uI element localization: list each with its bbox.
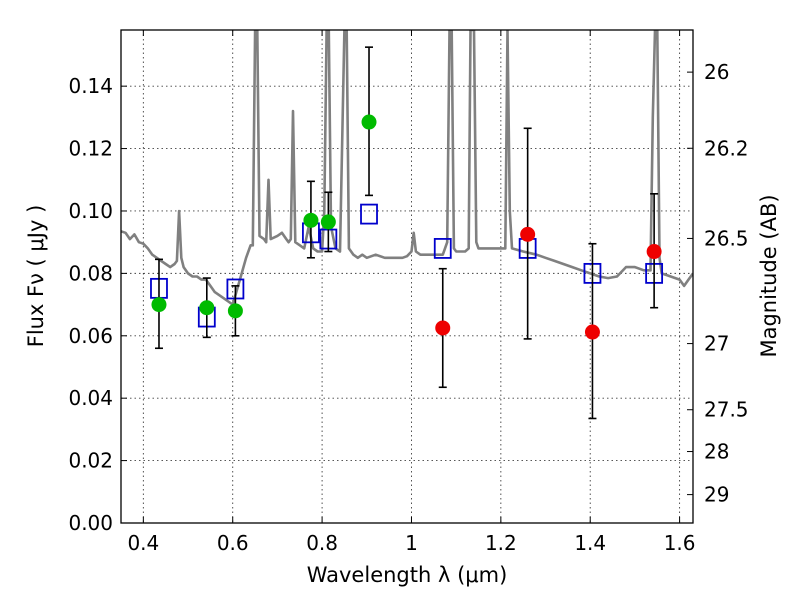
right-tick-label: 27.5 — [704, 398, 749, 422]
observed-point-green — [303, 212, 319, 228]
y-axis-label: Flux Fν ( μJy ) — [24, 205, 48, 348]
x-axis-label: Wavelength λ (μm) — [307, 563, 508, 587]
y-tick-label: 0.06 — [68, 324, 113, 348]
y-tick-label: 0.00 — [68, 511, 113, 535]
plot-background — [121, 30, 693, 523]
model-point-square — [360, 203, 378, 225]
x-tick-label: 1.6 — [664, 531, 696, 555]
data-marks-layer — [150, 46, 664, 420]
x-tick-label: 0.6 — [217, 531, 249, 555]
y-tick-label: 0.04 — [68, 386, 113, 410]
observed-point-green — [361, 114, 377, 130]
x-tick-label: 1 — [405, 531, 418, 555]
observed-point-red — [646, 244, 662, 260]
y-tick-label: 0.02 — [68, 449, 113, 473]
plot-frame — [120, 29, 694, 524]
model-spectrum-layer — [121, 30, 693, 306]
observed-point-red — [584, 324, 600, 340]
y-tick-label: 0.12 — [68, 137, 113, 161]
grid — [121, 30, 693, 524]
x-tick-label: 0.4 — [127, 531, 159, 555]
y-tick-label: 0.14 — [68, 74, 113, 98]
right-tick-label: 27 — [704, 332, 729, 356]
observed-point-red — [435, 320, 451, 336]
observed-point-green — [151, 297, 167, 313]
right-tick-label: 26.2 — [704, 136, 749, 160]
observed-point-red — [520, 226, 536, 242]
right-tick-label: 29 — [704, 483, 729, 507]
y-tick-label: 0.08 — [68, 261, 113, 285]
right-y-axis-label: Magnitude (AB) — [757, 194, 781, 357]
x-tick-label: 1.2 — [485, 531, 517, 555]
model-point-square — [433, 238, 452, 259]
observed-point-green — [320, 214, 336, 230]
right-tick-label: 26 — [704, 60, 729, 84]
x-tick-label: 1.4 — [574, 531, 606, 555]
axis-ticks: 0.4 0.6 0.8 1 1.2 1.4 1.6 0.00 0.02 0.04 0.06 0.08 0… — [68, 30, 749, 555]
model-spectrum-line — [121, 30, 693, 306]
right-tick-label: 28 — [704, 440, 729, 464]
y-tick-label: 0.10 — [68, 199, 113, 223]
x-tick-label: 0.8 — [306, 531, 338, 555]
observed-point-green — [227, 303, 243, 319]
right-tick-label: 26.5 — [704, 226, 749, 250]
observed-point-green — [199, 300, 215, 316]
